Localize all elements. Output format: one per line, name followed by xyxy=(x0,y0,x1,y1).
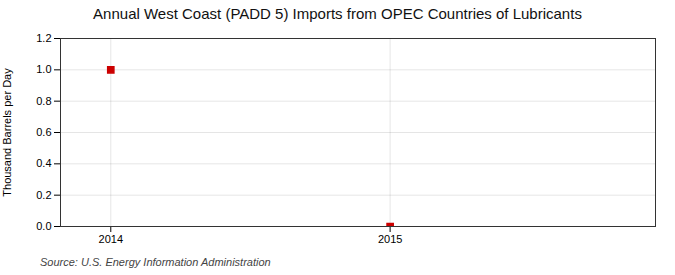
svg-text:0.6: 0.6 xyxy=(36,126,51,138)
html-text:Source: U.S. Energy Informatio: Source: U.S. Energy Information Administ… xyxy=(40,256,271,268)
svg-text:0.2: 0.2 xyxy=(36,189,51,201)
svg-text:1.2: 1.2 xyxy=(36,32,51,44)
svg-text:0.8: 0.8 xyxy=(36,95,51,107)
html-text:Annual West Coast (PADD 5) Imp: Annual West Coast (PADD 5) Imports from … xyxy=(93,5,582,22)
svg-text:1.0: 1.0 xyxy=(36,63,51,75)
svg-text:0.4: 0.4 xyxy=(36,157,51,169)
svg-text:2014: 2014 xyxy=(99,233,123,245)
svg-text:Thousand Barrels per Day: Thousand Barrels per Day xyxy=(1,68,13,197)
svg-text:2015: 2015 xyxy=(378,233,402,245)
svg-text:0.0: 0.0 xyxy=(36,220,51,232)
